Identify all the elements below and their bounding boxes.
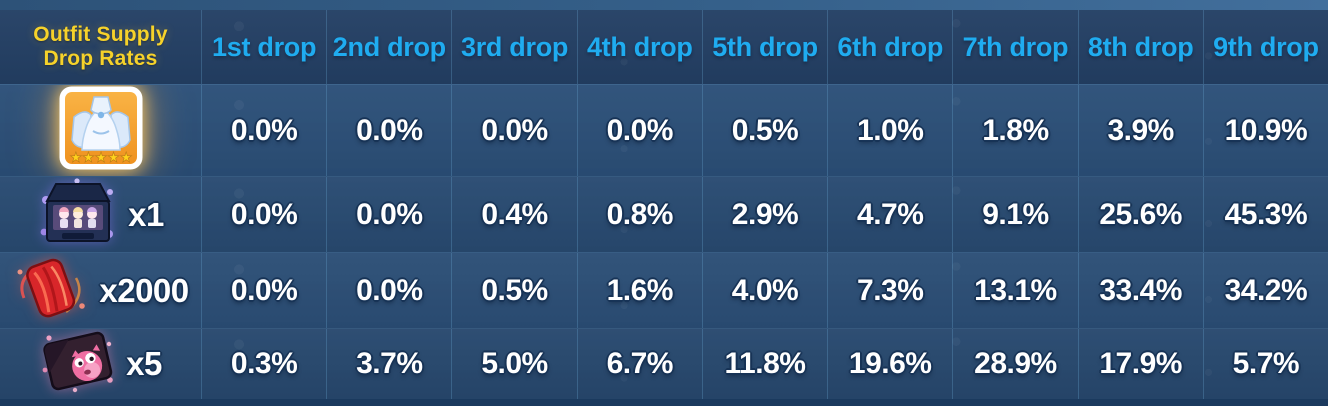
outfit-supply-chest-icon — [37, 177, 119, 252]
five-star-outfit-icon: ★★★★★ — [58, 85, 144, 176]
drop-rate-cell: 0.3% — [201, 329, 326, 399]
row-item-red-fabric: x2000 — [0, 253, 201, 328]
drop-rate-cell: 0.0% — [326, 177, 451, 252]
item-quantity: x1 — [128, 195, 164, 233]
drop-rate-cell: 3.9% — [1077, 85, 1203, 176]
drop-rate-cell: 0.0% — [326, 85, 451, 176]
drop-rate-cell: 1.8% — [952, 85, 1077, 176]
drop-rate-cell: 13.1% — [952, 253, 1077, 328]
drop-rate-cell: 45.3% — [1202, 177, 1328, 252]
drop-rate-cell: 0.5% — [701, 85, 827, 176]
drop-rate-cell: 0.4% — [451, 177, 576, 252]
red-fabric-bundle-icon — [12, 254, 90, 327]
column-header-8th-drop: 8th drop — [1077, 10, 1203, 84]
drop-rate-cell: 4.7% — [827, 177, 952, 252]
drop-rate-cell: 9.1% — [952, 177, 1077, 252]
drop-rate-cell: 33.4% — [1077, 253, 1203, 328]
drop-rate-cell: 28.9% — [952, 329, 1077, 399]
table-row: x5 0.3% 3.7% 5.0% 6.7% 11.8% 19.6% 28.9%… — [0, 328, 1328, 399]
drop-rate-cell: 25.6% — [1077, 177, 1203, 252]
drop-rate-cell: 4.0% — [701, 253, 827, 328]
drop-rate-cell: 0.5% — [451, 253, 576, 328]
column-header-5th-drop: 5th drop — [701, 10, 827, 84]
drop-rate-cell: 0.8% — [576, 177, 702, 252]
drop-rate-cell: 17.9% — [1077, 329, 1203, 399]
row-item-supply-chest: x1 — [0, 177, 201, 252]
drop-rate-cell: 11.8% — [701, 329, 827, 399]
drop-rate-cell: 6.7% — [576, 329, 702, 399]
drop-rate-cell: 0.0% — [576, 85, 702, 176]
row-item-five-star-outfit: ★★★★★ — [0, 85, 201, 176]
column-header-6th-drop: 6th drop — [827, 10, 952, 84]
drop-rate-cell: 1.6% — [576, 253, 702, 328]
drop-rate-cell: 0.0% — [326, 253, 451, 328]
table-row: x1 0.0% 0.0% 0.4% 0.8% 2.9% 4.7% 9.1% 25… — [0, 176, 1328, 252]
row-item-monster-card: x5 — [0, 329, 201, 399]
outfit-star-rating: ★★★★★ — [69, 149, 132, 165]
column-header-1st-drop: 1st drop — [201, 10, 326, 84]
column-header-3rd-drop: 3rd drop — [451, 10, 576, 84]
bottom-edge-strip — [0, 399, 1328, 406]
drop-rate-cell: 2.9% — [701, 177, 827, 252]
drop-rate-cell: 0.0% — [201, 253, 326, 328]
table-row: ★★★★★ 0.0% 0.0% 0.0% 0.0% 0.5% 1.0% 1.8%… — [0, 84, 1328, 176]
drop-rate-cell: 5.7% — [1202, 329, 1328, 399]
table-header-row: Outfit Supply Drop Rates 1st drop 2nd dr… — [0, 10, 1328, 84]
column-header-2nd-drop: 2nd drop — [326, 10, 451, 84]
drop-rate-cell: 0.0% — [201, 177, 326, 252]
drop-rate-cell: 19.6% — [827, 329, 952, 399]
column-header-4th-drop: 4th drop — [576, 10, 702, 84]
top-edge-strip — [0, 0, 1328, 10]
drop-rate-cell: 7.3% — [827, 253, 952, 328]
drop-rate-cell: 1.0% — [827, 85, 952, 176]
table-title-line2: Drop Rates — [43, 47, 158, 70]
drop-rate-cell: 10.9% — [1202, 85, 1328, 176]
table-title: Outfit Supply Drop Rates — [0, 10, 201, 84]
table-title-line1: Outfit Supply — [33, 23, 168, 47]
column-header-9th-drop: 9th drop — [1202, 10, 1328, 84]
drop-rate-cell: 3.7% — [326, 329, 451, 399]
drop-rate-cell: 5.0% — [451, 329, 576, 399]
drop-rate-cell: 34.2% — [1202, 253, 1328, 328]
item-quantity: x5 — [126, 345, 162, 382]
monster-card-icon — [39, 330, 117, 399]
table-row: x2000 0.0% 0.0% 0.5% 1.6% 4.0% 7.3% 13.1… — [0, 252, 1328, 328]
column-header-7th-drop: 7th drop — [952, 10, 1077, 84]
drop-rate-cell: 0.0% — [201, 85, 326, 176]
item-quantity: x2000 — [99, 271, 189, 309]
drop-rate-cell: 0.0% — [451, 85, 576, 176]
